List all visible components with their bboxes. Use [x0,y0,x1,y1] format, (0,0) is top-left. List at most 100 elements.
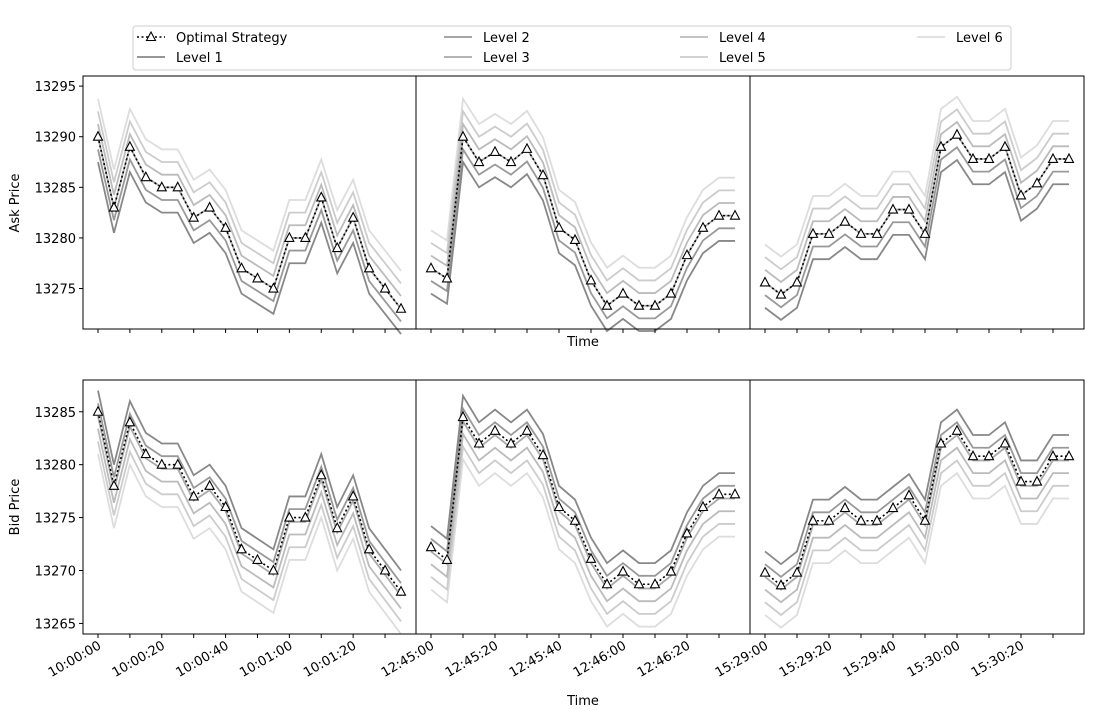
x-tick-label: 10:01:20 [301,638,359,680]
series-level-2 [430,146,735,320]
optimal-marker [521,424,533,435]
series-level-4 [430,431,735,603]
optimal-marker [172,458,184,469]
optimal-marker [729,488,741,499]
optimal-marker [220,221,231,232]
optimal-marker [473,437,485,448]
optimal-marker [775,579,787,590]
optimal-marker [585,274,597,285]
optimal-marker [283,511,295,522]
optimal-marker [569,233,581,244]
optimal-marker [983,450,995,461]
optimal-marker [252,272,263,283]
optimal-marker [919,514,931,525]
series-optimal [430,134,735,307]
series-level-2 [97,403,402,584]
legend-marker [145,30,157,42]
optimal-marker [1063,152,1075,164]
optimal-marker [395,302,407,313]
optimal-marker [935,437,947,448]
optimal-marker [951,424,963,435]
legend-entry-level5: Level 5 [680,51,766,66]
optimal-marker [823,514,835,525]
series-level-1 [97,390,402,572]
optimal-marker [473,155,485,167]
optimal-marker [967,450,979,461]
optimal-marker [791,276,803,287]
optimal-marker [633,299,645,310]
series-level-5 [430,108,735,282]
optimal-marker [457,410,469,422]
x-tick-label: 10:00:40 [174,638,232,680]
optimal-marker [903,489,915,500]
legend-label: Level 1 [176,51,223,66]
optimal-marker [521,142,533,153]
legend-label: Level 3 [483,51,530,66]
optimal-marker [92,130,104,141]
optimal-marker [379,282,391,293]
optimal-marker [617,287,629,298]
optimal-marker [299,511,311,522]
optimal-marker [681,527,693,538]
series-level-6 [764,95,1069,258]
series-level-2 [764,421,1069,578]
optimal-marker [553,500,565,512]
optimal-marker [759,566,771,577]
optimal-marker [617,565,629,576]
panel-frame [415,75,751,330]
optimal-marker [457,130,469,141]
legend-box [132,25,1012,71]
optimal-marker [713,488,725,499]
series-level-6 [97,98,402,272]
optimal-marker [999,437,1011,448]
optimal-marker [489,424,501,435]
panel-frame [749,75,1085,330]
x-axis-label-bottom: Time [566,694,599,709]
x-tick-label: 15:30:00 [905,638,963,680]
optimal-marker [807,514,819,525]
optimal-marker [839,215,851,226]
optimal-marker [1047,152,1059,164]
optimal-marker [855,227,867,238]
optimal-marker [951,128,963,139]
optimal-marker [983,152,995,164]
optimal-marker [425,262,437,273]
y-axis-label-bid: Bid Price [8,479,23,536]
y-tick-label: 13280 [35,232,76,247]
x-tick-label: 15:29:20 [777,638,835,680]
series-level-3 [97,136,402,310]
optimal-marker [156,181,168,192]
optimal-marker [331,241,343,253]
x-axis-label-top: Time [566,335,599,350]
series-level-4 [764,120,1069,284]
series-level-4 [97,123,402,297]
x-tick-label: 10:00:20 [110,638,168,680]
y-tick-label: 13270 [35,565,76,580]
y-tick-label: 13275 [35,512,76,527]
optimal-marker [665,565,677,576]
series-level-5 [430,443,735,616]
optimal-marker [299,231,311,242]
optimal-marker [585,552,597,563]
legend-entry-level4: Level 4 [680,31,766,46]
optimal-marker [236,262,247,273]
optimal-marker [379,564,391,575]
optimal-marker [108,201,120,212]
optimal-marker [1047,450,1059,461]
x-tick-label: 15:29:40 [841,638,899,680]
optimal-marker [537,169,549,180]
y-tick-label: 13285 [35,181,76,196]
optimal-marker [268,564,279,575]
optimal-marker [729,209,741,220]
optimal-marker [681,248,693,260]
series-level-1 [430,159,735,333]
optimal-marker [697,500,709,512]
optimal-marker [395,585,407,596]
optimal-marker [871,514,883,525]
optimal-marker [903,203,915,214]
optimal-marker [887,501,899,513]
optimal-marker [188,211,200,222]
optimal-marker [697,221,709,232]
optimal-marker [204,479,216,490]
optimal-marker [268,282,279,293]
